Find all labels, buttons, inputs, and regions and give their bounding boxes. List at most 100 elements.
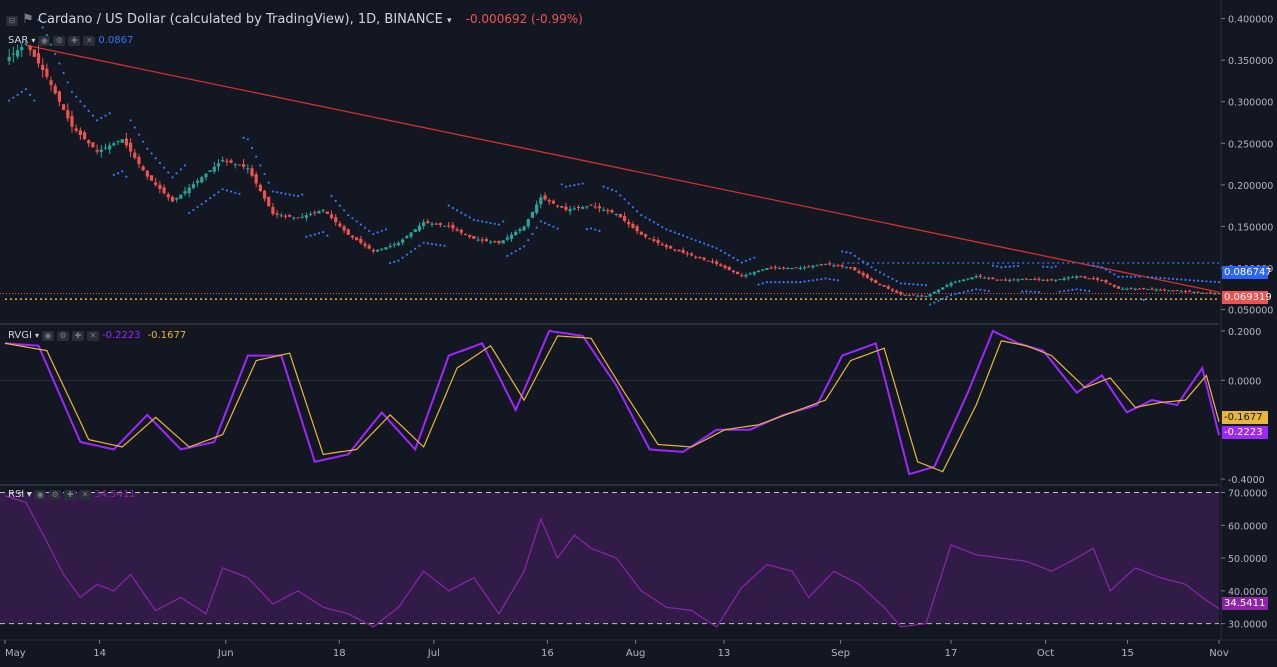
- sar-dot: [372, 232, 375, 236]
- sar-legend[interactable]: SAR ▾ ◉ ⚙ ✚ ✕ 0.0867: [8, 35, 133, 46]
- sar-dot: [627, 202, 630, 205]
- candle-body: [773, 266, 777, 268]
- sar-dot: [246, 138, 249, 141]
- candle-body: [1137, 288, 1142, 290]
- rvgi-label[interactable]: RVGI: [8, 330, 32, 341]
- chevron-down-icon[interactable]: ▾: [446, 16, 452, 26]
- candle-body: [170, 196, 175, 202]
- candle-body: [501, 240, 505, 244]
- sar-dot: [594, 228, 597, 231]
- rsi-legend[interactable]: RSI ▾ ◉ ⚙ ✚ ✕ 34.5411: [8, 489, 136, 500]
- sar-label[interactable]: SAR: [8, 35, 29, 46]
- sar-dot: [631, 206, 635, 209]
- rvgi-tag: -0.2223: [1222, 426, 1268, 439]
- candle-body: [735, 271, 740, 275]
- y-tick-label: -0.4000: [1228, 475, 1265, 486]
- candle-body: [1171, 290, 1175, 292]
- candle-body: [82, 132, 87, 140]
- sar-dot: [602, 185, 605, 188]
- flag-icon[interactable]: ⚑: [22, 12, 34, 27]
- close-icon[interactable]: ✕: [79, 489, 92, 500]
- sar-dot: [192, 208, 195, 212]
- gear-icon[interactable]: ⚙: [53, 35, 66, 46]
- sar-dot: [736, 259, 739, 262]
- sar-dot: [862, 260, 865, 263]
- x-tick-label: 18: [333, 648, 346, 659]
- sar-dot: [569, 184, 572, 187]
- rsi-label[interactable]: RSI: [8, 489, 25, 500]
- symbol-header[interactable]: ⊟ ⚑ Cardano / US Dollar (calculated by T…: [6, 12, 583, 27]
- close-icon[interactable]: ✕: [83, 35, 96, 46]
- sar-dot: [527, 239, 530, 242]
- sar-dot: [548, 223, 551, 227]
- sar-dot: [648, 218, 651, 221]
- sar-dot: [1117, 275, 1120, 278]
- candle-body: [572, 208, 576, 210]
- candle-body: [91, 142, 95, 148]
- candle-body: [1179, 291, 1183, 293]
- candle-body: [694, 256, 698, 258]
- candle-body: [53, 85, 57, 94]
- candle-body: [974, 276, 978, 278]
- candle-body: [258, 184, 262, 192]
- candle-body: [367, 245, 371, 249]
- more-icon[interactable]: ✚: [68, 35, 81, 46]
- sar-dot: [510, 252, 513, 255]
- candle-body: [313, 212, 317, 214]
- sar-dot: [221, 188, 224, 191]
- sar-dot: [456, 209, 459, 212]
- y-tick-label: 0.150000: [1228, 222, 1273, 233]
- more-icon[interactable]: ✚: [71, 330, 84, 341]
- sar-dot: [682, 234, 685, 237]
- candle-body: [1183, 291, 1188, 293]
- sar-dot: [468, 216, 471, 219]
- more-icon[interactable]: ✚: [64, 489, 77, 500]
- candle-body: [1133, 288, 1137, 290]
- eye-icon[interactable]: ◉: [41, 330, 54, 341]
- candle-body: [28, 45, 32, 51]
- sar-dot: [820, 278, 823, 281]
- sar-dot: [1209, 280, 1212, 283]
- close-icon[interactable]: ✕: [86, 330, 99, 341]
- candle-body: [602, 209, 606, 211]
- symbol-title[interactable]: Cardano / US Dollar (calculated by Tradi…: [37, 12, 443, 27]
- sar-dot: [807, 279, 810, 283]
- candle-body: [166, 194, 170, 198]
- candle-body: [790, 267, 794, 269]
- sar-dot: [522, 245, 526, 248]
- candle-body: [179, 194, 183, 199]
- sar-dot: [1201, 279, 1204, 283]
- sar-dot: [430, 242, 434, 246]
- chevron-down-icon[interactable]: ▾: [27, 490, 32, 499]
- sar-dot: [1042, 265, 1045, 268]
- sar-dot: [1180, 278, 1183, 281]
- sar-dot: [1159, 276, 1162, 280]
- sar-dot: [991, 264, 995, 267]
- candle-body: [652, 239, 656, 241]
- sar-dot: [1016, 264, 1020, 268]
- sar-dot: [447, 204, 450, 207]
- rvgi-legend[interactable]: RVGI ▾ ◉ ⚙ ✚ ✕ -0.2223 -0.1677: [8, 330, 186, 341]
- eye-icon[interactable]: ◉: [34, 489, 47, 500]
- gear-icon[interactable]: ⚙: [49, 489, 62, 500]
- eye-icon[interactable]: ◉: [38, 35, 51, 46]
- candle-body: [635, 226, 639, 232]
- candle-body: [752, 272, 756, 275]
- rvgi-line: [4, 329, 1220, 476]
- chevron-down-icon[interactable]: ▾: [34, 331, 39, 340]
- gear-icon[interactable]: ⚙: [56, 330, 69, 341]
- chevron-down-icon[interactable]: ▾: [31, 36, 36, 45]
- sar-dot: [636, 210, 639, 213]
- collapse-icon[interactable]: ⊟: [6, 16, 18, 26]
- x-tick-label: 16: [541, 648, 554, 659]
- sar-dot: [560, 183, 563, 186]
- candle-body: [878, 283, 882, 285]
- rvgi-value: -0.2223: [101, 330, 141, 341]
- sar-dot: [476, 219, 480, 222]
- sar-dot: [104, 114, 107, 117]
- candle-body: [915, 295, 920, 297]
- sar-dot: [116, 171, 120, 175]
- candle-body: [229, 160, 233, 163]
- x-tick-label: May: [5, 648, 26, 659]
